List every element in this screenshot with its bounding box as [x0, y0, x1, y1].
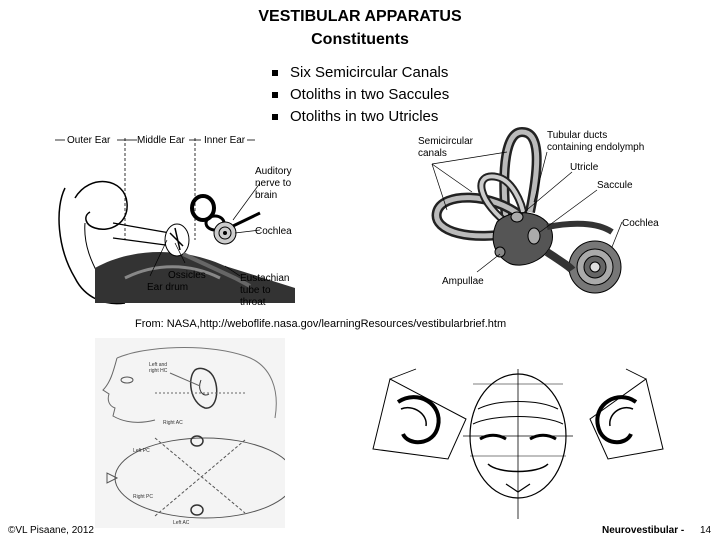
ear-anatomy-figure: Outer Ear Middle Ear Inner Ear Auditory … — [55, 128, 300, 313]
tubular-ducts-label-2: containing endolymph — [547, 142, 644, 153]
auditory-nerve-label-2: nerve to — [255, 178, 292, 189]
ossicles-label: Ossicles — [168, 270, 206, 281]
bullet-list: Six Semicircular Canals Otoliths in two … — [272, 62, 449, 128]
canal-plane-figure: Left and right HC Right AC Left PC Right… — [95, 338, 285, 528]
eustachian-label-2: tube to — [240, 285, 271, 296]
tubular-ducts-label: Tubular ducts — [547, 130, 607, 141]
middle-ear-label: Middle Ear — [137, 135, 185, 146]
cochlea-label: Cochlea — [255, 226, 292, 237]
source-credit: From: NASA,http://weboflife.nasa.gov/lea… — [135, 318, 507, 330]
cochlea-label: Cochlea — [622, 218, 659, 229]
left-ac-label: Left AC — [173, 520, 190, 526]
right-pc-label: Right PC — [133, 494, 153, 500]
left-right-hc-label-2: right HC — [149, 368, 168, 374]
page-number: 14 — [700, 525, 712, 536]
right-ac-label: Right AC — [163, 420, 183, 426]
auditory-nerve-label: Auditory — [255, 166, 292, 177]
saccule-label: Saccule — [597, 180, 633, 191]
section-label: Neurovestibular - — [602, 525, 685, 536]
ear-drum-label: Ear drum — [147, 282, 188, 293]
semicircular-canals-label: Semicircular — [418, 136, 474, 147]
left-right-hc-label: Left and — [149, 362, 167, 368]
bullet-item: Six Semicircular Canals — [272, 62, 449, 84]
slide-subtitle: Constituents — [311, 31, 409, 48]
slide-title: VESTIBULAR APPARATUS — [258, 8, 462, 25]
utricle-label: Utricle — [570, 162, 599, 173]
ampullae-label: Ampullae — [442, 276, 484, 287]
head-canal-planes-sketch — [372, 368, 664, 519]
head-canal-planes-figure — [368, 364, 668, 524]
bullet-item: Otoliths in two Saccules — [272, 84, 449, 106]
eustachian-label: Eustachian — [240, 273, 289, 284]
semicircular-canals-label-2: canals — [418, 148, 447, 159]
ear-anatomy-diagram: Outer Ear Middle Ear Inner Ear Auditory … — [55, 135, 295, 308]
eustachian-label-3: throat — [240, 297, 266, 308]
inner-ear-label: Inner Ear — [204, 135, 246, 146]
left-pc-label: Left PC — [133, 448, 150, 454]
auditory-nerve-label-3: brain — [255, 190, 277, 201]
labyrinth-diagram: Semicircular canals Tubular ducts contai… — [418, 126, 659, 294]
canal-plane-sketch: Left and right HC Right AC Left PC Right… — [95, 338, 285, 528]
labyrinth-figure: Semicircular canals Tubular ducts contai… — [412, 122, 672, 297]
copyright: ©VL Pisaane, 2012 — [8, 525, 94, 536]
outer-ear-label: Outer Ear — [67, 135, 111, 146]
bullet-item: Otoliths in two Utricles — [272, 106, 449, 128]
